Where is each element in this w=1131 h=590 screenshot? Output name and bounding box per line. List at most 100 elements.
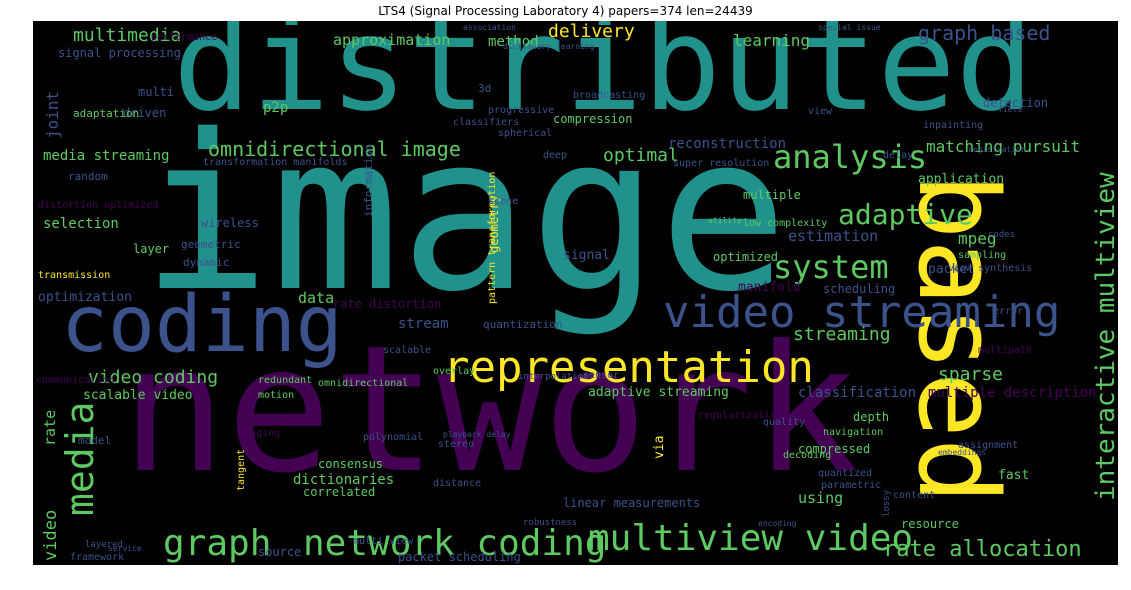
word-super-resolution: super resolution bbox=[673, 158, 770, 169]
word-tangent: tangent bbox=[236, 448, 247, 491]
word-video-streaming: video streaming bbox=[663, 287, 1061, 338]
word-stream: stream bbox=[398, 316, 449, 332]
word-field: field bbox=[998, 105, 1023, 114]
word-progressive: progressive bbox=[488, 105, 555, 116]
word-linear-measurements: linear measurements bbox=[563, 496, 701, 510]
word-broadcasting: broadcasting bbox=[573, 90, 646, 101]
word-information: information bbox=[362, 144, 375, 217]
word-assignment: assignment bbox=[958, 440, 1019, 451]
word-consensus: consensus bbox=[318, 457, 384, 471]
word-deep: deep bbox=[543, 150, 568, 161]
word-adaptive: adaptive bbox=[838, 198, 973, 231]
word-multi-view: multi view bbox=[353, 536, 414, 547]
word-sampling: sampling bbox=[958, 250, 1007, 261]
word-source: source bbox=[258, 545, 302, 559]
word-delay: delay bbox=[883, 150, 914, 161]
word-distortion-optimized: distortion optimized bbox=[38, 200, 159, 211]
word-depth: depth bbox=[853, 410, 890, 424]
word-dictionary-learning: dictionary learning bbox=[503, 42, 595, 51]
word-reconstruction: reconstruction bbox=[668, 136, 787, 152]
word-distributed: distributed bbox=[173, 21, 1034, 140]
word-polynomial: polynomial bbox=[363, 432, 424, 443]
word-multipath: multipath bbox=[978, 345, 1033, 356]
word-encoding: encoding bbox=[758, 519, 797, 528]
word-lossy: lossy bbox=[882, 489, 892, 517]
word-delivery: delivery bbox=[548, 21, 635, 42]
word-transmission: transmission bbox=[38, 270, 111, 281]
word-joint: joint bbox=[43, 90, 62, 139]
word-media: media bbox=[58, 401, 102, 516]
word-multiple: multiple bbox=[743, 188, 801, 202]
word-fast: fast bbox=[998, 468, 1030, 483]
word-embeddings: embeddings bbox=[938, 448, 987, 457]
word-application: application bbox=[918, 172, 1005, 187]
word-codes: codes bbox=[988, 230, 1016, 240]
word-optimized: optimized bbox=[713, 250, 779, 264]
word-adaptation: adaptation bbox=[73, 107, 140, 120]
word-cloud: distributed image network coding based repres… bbox=[33, 21, 1118, 565]
word-redundant: redundant bbox=[258, 375, 313, 386]
word-using: using bbox=[798, 489, 844, 507]
word-interactive-multiview: interactive multiview bbox=[1091, 172, 1118, 501]
word-p2p: p2p bbox=[263, 100, 289, 116]
word-network: network bbox=[121, 309, 859, 512]
word-layered: layered bbox=[85, 540, 123, 550]
word-correlated: correlated bbox=[303, 485, 376, 499]
word-data: data bbox=[298, 289, 335, 307]
word-omnidirectional: omnidirectional bbox=[318, 378, 409, 389]
word-driven: driven bbox=[123, 106, 167, 120]
word-coding: coding bbox=[61, 280, 343, 370]
word-classification: classification bbox=[798, 385, 917, 401]
word-quality: quality bbox=[763, 417, 806, 428]
word-signal-processing: signal processing bbox=[58, 46, 181, 60]
word-rate-allocation: rate allocation bbox=[883, 537, 1082, 562]
figure-title: LTS4 (Signal Processing Laboratory 4) pa… bbox=[378, 4, 753, 18]
word-estimation: estimation bbox=[788, 227, 879, 245]
word-manifold: manifold bbox=[738, 280, 801, 295]
word-rate-distortion: rate distortion bbox=[333, 297, 442, 311]
word-via: via bbox=[652, 435, 667, 459]
word-quantized: quantized bbox=[818, 468, 873, 479]
word-detection: detection bbox=[983, 96, 1049, 110]
word-sparse: sparse bbox=[938, 364, 1004, 385]
word-mpeg: mpeg bbox=[958, 229, 997, 248]
word-scene: scene bbox=[488, 196, 519, 207]
word-multiple-description: multiple description bbox=[928, 385, 1097, 401]
word-multimedia: multimedia bbox=[73, 25, 182, 46]
word-optimization: optimization bbox=[38, 290, 132, 305]
word-parametric: parametric bbox=[821, 480, 882, 491]
word-packet-scheduling: packet scheduling bbox=[398, 550, 521, 564]
word-playback-delay: playback delay bbox=[443, 430, 511, 439]
word-pattern-transformation: pattern transformation bbox=[487, 171, 498, 304]
word-packet: packet bbox=[928, 262, 975, 277]
word-distance: distance bbox=[433, 478, 482, 489]
word-omnidirectional-image: omnidirectional image bbox=[208, 137, 461, 161]
word-service: service bbox=[108, 544, 142, 553]
word-random: random bbox=[68, 170, 108, 183]
word-quantization: quantization bbox=[483, 318, 563, 331]
word-graph: graph bbox=[163, 523, 272, 564]
word-low-complexity: low complexity bbox=[743, 218, 828, 229]
word-dynamic: dynamic bbox=[183, 256, 230, 269]
word-system: system bbox=[773, 248, 889, 286]
word-performance: performance bbox=[151, 32, 218, 43]
word-registration: registration bbox=[968, 145, 1026, 154]
word-analysis: analysis bbox=[773, 138, 928, 176]
word-imaging: imaging bbox=[238, 428, 281, 439]
word-video: video bbox=[41, 509, 61, 561]
word-sensor: sensor bbox=[583, 370, 620, 381]
word-compression: compression bbox=[553, 112, 633, 126]
word-multiview-video: multiview video bbox=[588, 518, 914, 559]
word-communication: communication bbox=[36, 375, 115, 386]
word-interpolation: interpolation bbox=[518, 372, 589, 382]
word-resource: resource bbox=[901, 517, 959, 531]
word-inpainting: inpainting bbox=[923, 120, 984, 131]
word-content: content bbox=[893, 490, 936, 501]
word-selection: selection bbox=[43, 216, 119, 232]
word-scalable-video: scalable video bbox=[83, 388, 193, 403]
word-compressed: compressed bbox=[798, 442, 871, 456]
word-method: method bbox=[488, 34, 539, 50]
word-image: image bbox=[141, 88, 789, 339]
word-robustness: robustness bbox=[523, 518, 578, 528]
word-transformation-manifolds: transformation manifolds bbox=[203, 157, 348, 168]
